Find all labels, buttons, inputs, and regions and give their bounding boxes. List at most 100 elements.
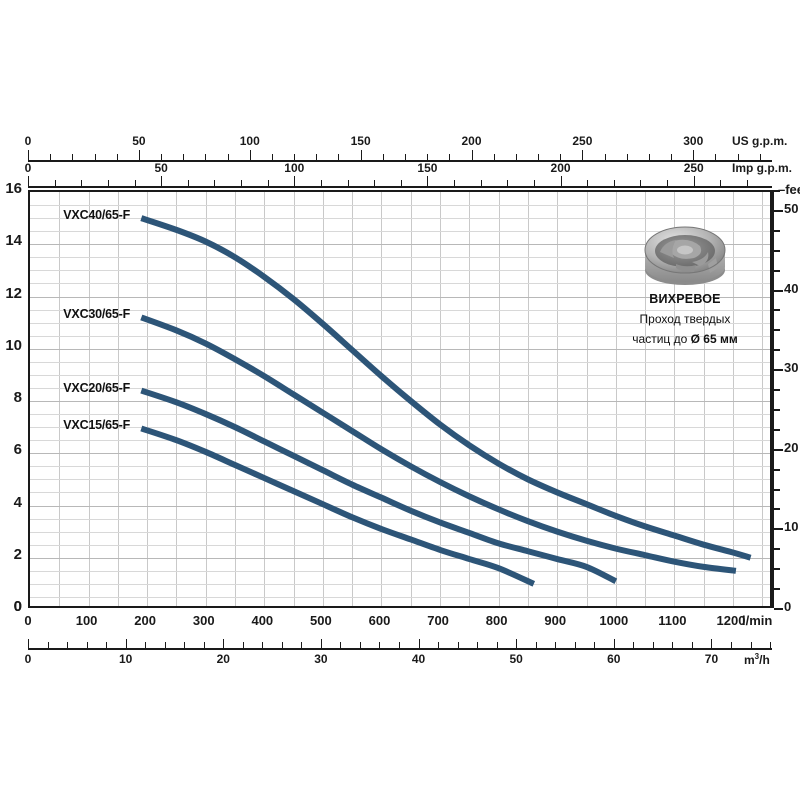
gridline-horizontal	[30, 270, 770, 272]
right-axis-tick	[774, 309, 780, 312]
gridline-horizontal	[30, 583, 770, 585]
gridline-vertical	[557, 192, 559, 606]
gridline-vertical	[674, 192, 676, 606]
gridline-horizontal	[30, 414, 770, 416]
x-axis-m3h-tick	[86, 642, 88, 648]
performance-curve	[140, 387, 618, 584]
y-axis-right-label: 30	[784, 360, 799, 376]
right-axis-tick	[774, 229, 780, 232]
top-axis-usgpm-tick	[205, 154, 207, 160]
right-axis-tick	[774, 190, 780, 192]
gridline-vertical	[147, 192, 149, 606]
top-axis-impgpm-tick	[241, 180, 243, 186]
x-axis-m3h-tick	[379, 642, 381, 648]
y-axis-left-label: 8	[13, 389, 22, 406]
solids-passage-line1: Проход твердых	[639, 312, 731, 326]
x-axis-lmin-label: 700	[427, 613, 449, 628]
gridline-horizontal	[30, 322, 770, 324]
top-axis-usgpm-unit: US g.p.m.	[732, 134, 788, 148]
y-axis-right-label: 0	[784, 599, 792, 614]
gridline-vertical	[117, 192, 119, 606]
top-axis-impgpm-tick	[134, 180, 136, 186]
gridline-horizontal	[30, 427, 770, 429]
top-axis-impgpm-tick	[161, 176, 163, 186]
y-axis-left-label: 12	[5, 284, 22, 302]
top-axis-usgpm-tick	[737, 154, 739, 160]
top-axis-impgpm-tick-label: 200	[550, 161, 571, 175]
right-axis-tick	[774, 488, 780, 491]
x-axis-m3h-tick	[770, 642, 772, 648]
gridline-horizontal	[30, 218, 770, 220]
top-axis-impgpm-unit: Imp g.p.m.	[732, 161, 792, 175]
gridline-vertical	[88, 192, 90, 606]
x-axis-m3h-label: 0	[24, 652, 32, 666]
x-axis-m3h-tick	[457, 642, 459, 648]
x-axis-m3h-label: 40	[411, 652, 426, 666]
top-axis-usgpm-tick	[227, 154, 229, 160]
right-axis-tick	[774, 588, 780, 591]
top-axis-impgpm-tick	[667, 180, 669, 186]
top-axis-impgpm-tick	[294, 176, 296, 186]
x-axis-lmin-label: 1100	[658, 613, 687, 628]
gridline-horizontal	[30, 257, 770, 259]
top-axis-usgpm-tick	[449, 154, 451, 160]
x-axis-m3h-tick	[281, 642, 283, 648]
top-axis-usgpm-tick	[715, 154, 717, 160]
top-axis-impgpm-tick-label: 100	[284, 161, 305, 175]
x-axis-lmin-label: 200	[134, 613, 156, 628]
right-axis-tick	[774, 468, 780, 471]
x-axis-lmin-label: 800	[485, 613, 508, 628]
gridline-vertical	[293, 192, 295, 606]
x-axis-m3h-tick	[301, 642, 303, 648]
x-axis-m3h-tick	[28, 639, 29, 648]
top-axis-impgpm-line	[28, 186, 772, 188]
x-axis-m3h-tick	[711, 639, 713, 648]
top-axis-usgpm-tick	[271, 154, 273, 160]
x-axis-m3h-tick	[340, 642, 342, 648]
impeller-type-title: ВИХРЕВОЕ	[649, 292, 721, 306]
gridline-vertical	[586, 192, 588, 606]
gridline-vertical	[440, 192, 442, 606]
x-axis-lmin-label: 500	[310, 613, 332, 628]
y-axis-left-label: 2	[13, 545, 22, 563]
x-axis-m3h-tick	[47, 642, 49, 648]
x-axis-m3h-label: 30	[314, 652, 328, 666]
top-axis-usgpm-tick	[161, 154, 163, 160]
gridline-vertical	[645, 192, 647, 606]
gridline-horizontal	[30, 492, 770, 494]
x-axis-m3h-tick	[652, 642, 654, 648]
x-axis-m3h-tick	[496, 642, 498, 648]
x-axis-lmin-unit: l/min	[742, 613, 773, 628]
top-axis-impgpm-tick	[480, 180, 482, 186]
top-axis-usgpm-tick	[360, 150, 362, 160]
gridline-horizontal	[30, 401, 770, 402]
y-axis-left-label: 6	[13, 441, 22, 459]
right-axis-tick	[774, 428, 780, 431]
gridline-horizontal	[30, 374, 770, 376]
gridline-vertical	[527, 192, 529, 606]
y-axis-right-label: 10	[784, 519, 799, 535]
top-axis-usgpm-tick	[471, 150, 473, 160]
top-axis-usgpm-tick	[50, 154, 52, 160]
x-axis-m3h-tick	[106, 642, 108, 648]
right-axis-tick	[774, 329, 780, 332]
top-axis-usgpm-tick	[382, 154, 384, 160]
top-axis-usgpm-tick	[94, 154, 96, 160]
gridline-horizontal	[30, 531, 770, 533]
right-axis-tick	[774, 269, 780, 272]
gridline-vertical	[703, 192, 705, 606]
top-axis-usgpm-tick	[626, 154, 628, 160]
gridline-horizontal	[30, 244, 770, 246]
top-axis-usgpm-tick	[404, 154, 406, 160]
gridline-vertical	[732, 192, 734, 606]
top-axis-usgpm-tick	[538, 154, 540, 160]
top-axis-usgpm-tick	[604, 154, 606, 160]
gridline-horizontal	[30, 479, 770, 481]
gridline-horizontal	[30, 205, 770, 207]
gridline-vertical	[762, 192, 764, 606]
x-axis-m3h-tick	[242, 642, 244, 648]
top-axis-usgpm-tick	[648, 154, 650, 160]
top-axis-usgpm-line	[28, 160, 772, 162]
x-axis-m3h-tick	[125, 639, 127, 648]
top-axis-impgpm-tick	[214, 180, 216, 186]
